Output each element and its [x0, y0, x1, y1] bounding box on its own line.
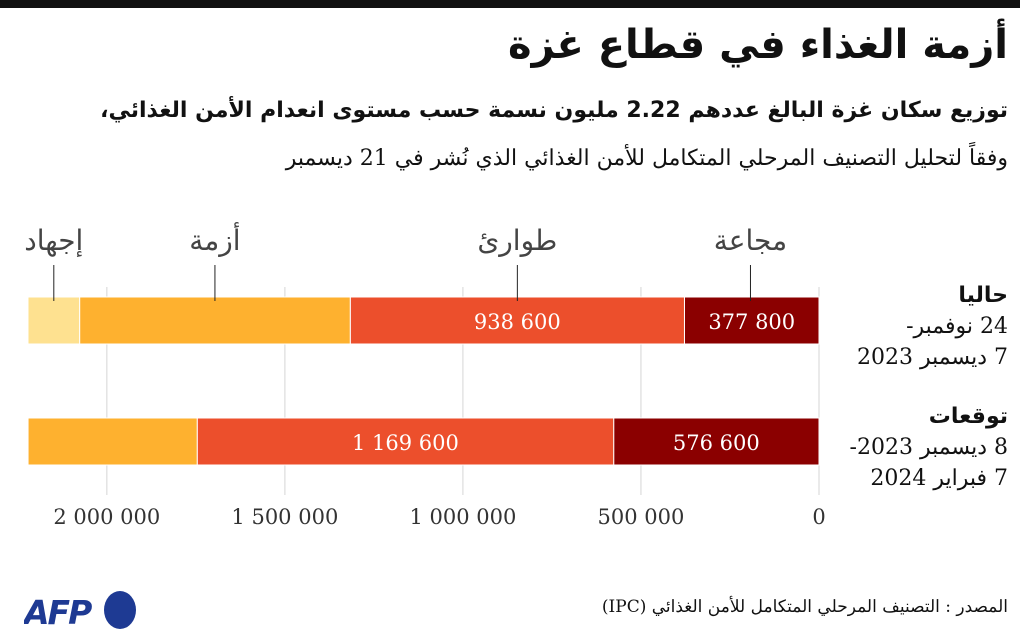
row-label-projection: توقعات 8 ديسمبر 2023- 7 فبراير 2024 — [850, 401, 1008, 494]
bar-value-label: 576 600 — [673, 431, 760, 455]
afp-logo: AFP — [21, 590, 144, 634]
row-date-end: 7 فبراير 2024 — [870, 466, 1008, 491]
row-date-end: 7 ديسمبر 2023 — [856, 345, 1008, 370]
legend-label: مجاعة — [714, 224, 787, 257]
x-tick-label: 1 000 000 — [409, 505, 516, 529]
x-tick-label: 1 500 000 — [231, 505, 338, 529]
row-title: توقعات — [928, 404, 1008, 429]
bar-value-label: 1 169 600 — [352, 431, 459, 455]
chart-subtitle-line2: وفقاً لتحليل التصنيف المرحلي المتكامل لل… — [285, 146, 1008, 171]
bar-segment — [27, 417, 198, 466]
legend-label: إجهاد — [24, 224, 83, 257]
bar-segment — [196, 417, 615, 466]
legend-label: أزمة — [189, 221, 240, 257]
bar-segment — [27, 296, 81, 345]
source-note: المصدر : التصنيف المرحلي المتكامل للأمن … — [601, 597, 1008, 617]
row-date-start: 8 ديسمبر 2023- — [849, 435, 1008, 460]
chart-subtitle-line1: توزيع سكان غزة البالغ عددهم 2.22 مليون ن… — [100, 98, 1008, 123]
row-label-current: حاليا 24 نوفمبر- 7 ديسمبر 2023 — [857, 280, 1008, 373]
bar-segment — [79, 296, 351, 345]
row-title: حاليا — [958, 283, 1008, 308]
x-tick-label: 2 000 000 — [53, 505, 160, 529]
stacked-bar-chart: 0 500 000 1 000 000 1 500 000 2 000 000 377 8… — [24, 221, 825, 529]
legend-label: طوارئ — [477, 224, 557, 257]
chart-title: أزمة الغذاء في قطاع غزة — [507, 22, 1008, 68]
bar-value-label: 938 600 — [474, 310, 561, 334]
x-tick-label: 500 000 — [598, 505, 685, 529]
bar-value-label: 377 800 — [708, 310, 795, 334]
bar-segment — [349, 296, 685, 345]
x-tick-label: 0 — [812, 505, 825, 529]
row-date-start: 24 نوفمبر- — [906, 314, 1008, 339]
top-bar — [0, 0, 1020, 8]
svg-text:AFP: AFP — [24, 593, 92, 630]
bar-segment — [613, 417, 820, 466]
bar-segment — [683, 296, 820, 345]
